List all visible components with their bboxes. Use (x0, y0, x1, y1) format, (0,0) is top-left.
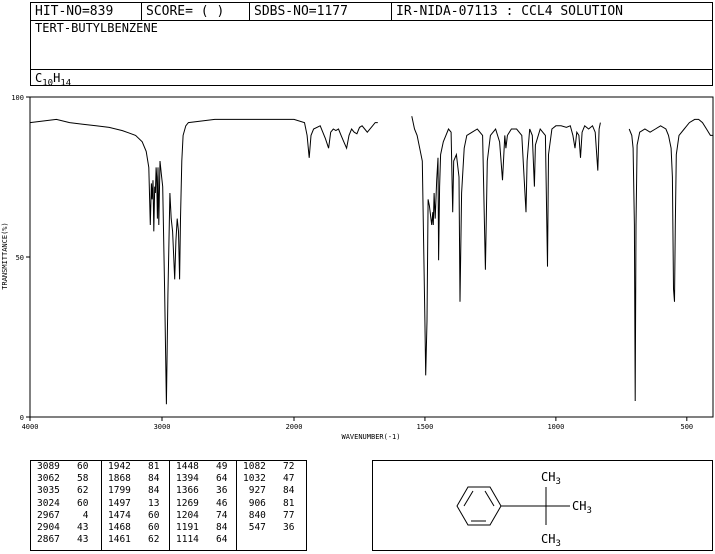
peak-row: 1868 84 (108, 473, 160, 485)
benzene-ring (456, 486, 502, 526)
peak-row: 2967 4 (37, 509, 89, 521)
x-tick-label: 1000 (547, 423, 564, 431)
spectrum-trace (628, 118, 713, 402)
peak-column: 1082 72 1032 47 927 84 906 81 840 77 547 … (236, 461, 306, 550)
peak-row: 906 81 (243, 497, 295, 509)
peak-row: 1394 64 (176, 473, 228, 485)
peak-row: 1942 81 (108, 461, 160, 472)
peak-column: 1942 81 1868 84 1799 84 1497 13 1474 60 1468 … (101, 461, 169, 550)
peak-row: 3035 62 (37, 485, 89, 497)
peak-row: 547 36 (243, 522, 295, 534)
peak-row: 1204 74 (176, 509, 228, 521)
peak-row: 3024 60 (37, 497, 89, 509)
spectrum-header: HIT-NO=839 SCORE= ( ) SDBS-NO=1177 IR-NI… (30, 2, 713, 89)
peak-row: 840 77 (243, 509, 295, 521)
y-tick-label: 50 (16, 254, 24, 262)
peak-row: 1448 49 (176, 461, 228, 472)
spectrum-trace (411, 116, 601, 376)
divider (31, 69, 712, 70)
molecular-formula: C10H14 (35, 71, 72, 89)
peak-row: 2867 43 (37, 534, 89, 546)
methyl-label-right: CH3 (572, 499, 592, 516)
y-axis-label: TRANSMITTANCE(%) (1, 222, 9, 289)
score: SCORE= ( ) (141, 3, 249, 20)
x-axis-label: WAVENUMBER(-1) (341, 433, 400, 441)
methyl-label-bottom: CH3 (541, 532, 561, 549)
compound-name: TERT-BUTYLBENZENE (35, 21, 158, 35)
methyl-label-top: CH3 (541, 470, 561, 487)
header-row: HIT-NO=839 SCORE= ( ) SDBS-NO=1177 IR-NI… (31, 3, 712, 21)
peak-row: 1082 72 (243, 461, 295, 472)
peak-row: 1191 84 (176, 522, 228, 534)
x-tick-label: 3000 (154, 423, 171, 431)
spectrum-source: IR-NIDA-07113 : CCL4 SOLUTION (391, 3, 712, 20)
x-tick-label: 500 (680, 423, 693, 431)
x-tick-label: 4000 (22, 423, 39, 431)
peak-table: 3089 60 3062 58 3035 62 3024 60 2967 4 2904 4… (30, 460, 307, 551)
peak-row: 1474 60 (108, 509, 160, 521)
peak-row: 1032 47 (243, 473, 295, 485)
x-tick-label: 2000 (286, 423, 303, 431)
peak-row: 3062 58 (37, 473, 89, 485)
peak-row: 1497 13 (108, 497, 160, 509)
peak-row: 927 84 (243, 485, 295, 497)
x-tick-label: 1500 (417, 423, 434, 431)
peak-row: 1269 46 (176, 497, 228, 509)
tert-butyl-bonds (501, 487, 570, 525)
peak-row: 1468 60 (108, 522, 160, 534)
structure-box: CH3 CH3 CH3 (372, 460, 713, 551)
peak-row: 3089 60 (37, 461, 89, 472)
molecule-structure: CH3 CH3 CH3 (456, 470, 592, 549)
peak-row: 1366 36 (176, 485, 228, 497)
spectrum-trace (29, 118, 378, 405)
y-tick-label: 100 (11, 94, 24, 102)
sdbs-number: SDBS-NO=1177 (249, 3, 391, 20)
ir-spectrum-chart: 4000 3000 2000 1500 1000 500 0 50 100 WAVENUMBER… (1, 94, 714, 441)
peak-row: 1799 84 (108, 485, 160, 497)
peak-row: 1461 62 (108, 534, 160, 546)
peak-row: 1114 64 (176, 534, 228, 546)
peak-column: 3089 60 3062 58 3035 62 3024 60 2967 4 2904 4… (31, 461, 101, 550)
y-tick-label: 0 (20, 414, 24, 422)
peak-column: 1448 49 1394 64 1366 36 1269 46 1204 74 1191 … (169, 461, 236, 550)
peak-row: 2904 43 (37, 522, 89, 534)
plot-frame (29, 96, 714, 418)
hit-number: HIT-NO=839 (35, 4, 114, 19)
